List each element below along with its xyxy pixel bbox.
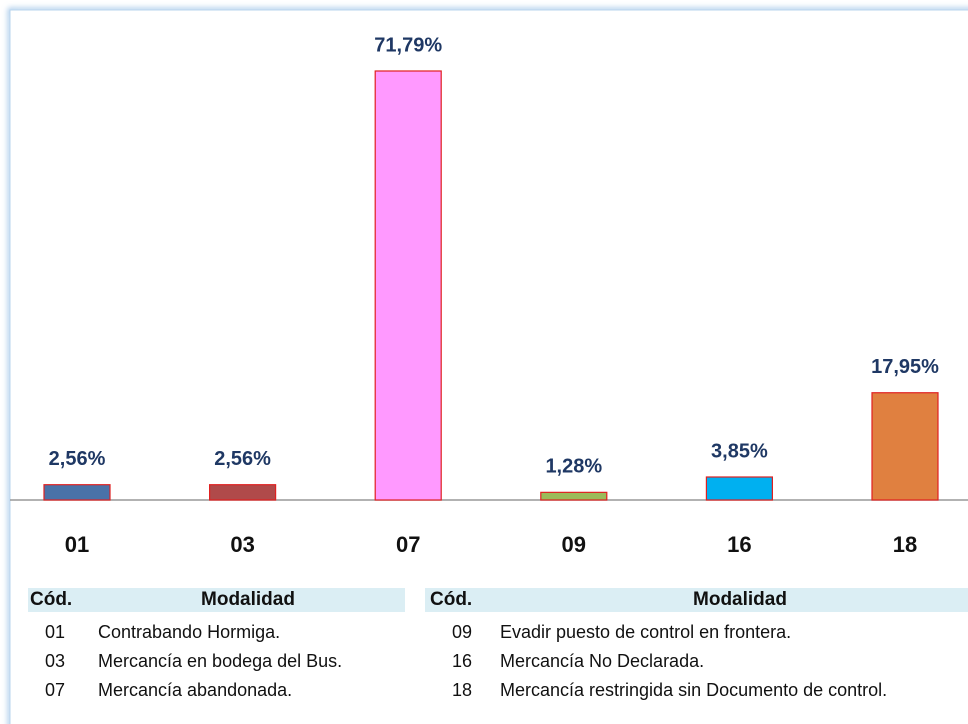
bar	[43, 484, 111, 501]
x-tick-label: 16	[727, 532, 751, 557]
data-label: 3,85%	[711, 440, 768, 462]
table-code: 16	[452, 651, 472, 671]
bar	[705, 476, 774, 501]
table-text: Mercancía No Declarada.	[500, 651, 704, 671]
bar	[209, 484, 277, 501]
table-header: Cód.	[30, 589, 72, 610]
x-tick-label: 18	[893, 532, 917, 557]
table-text: Mercancía abandonada.	[98, 680, 292, 700]
data-label: 2,56%	[214, 448, 271, 470]
table-header: Modalidad	[693, 589, 787, 610]
table-code: 09	[452, 622, 472, 642]
table-header: Cód.	[430, 589, 472, 610]
table-code: 07	[45, 680, 65, 700]
table-code: 18	[452, 680, 472, 700]
x-tick-label: 09	[562, 532, 586, 557]
x-tick-label: 03	[230, 532, 254, 557]
table-text: Contrabando Hormiga.	[98, 622, 280, 642]
x-tick-label: 01	[65, 532, 89, 557]
data-label: 17,95%	[871, 356, 939, 378]
data-label: 1,28%	[545, 456, 602, 478]
x-tick-label: 07	[396, 532, 420, 557]
table-header-bg	[28, 588, 405, 612]
frame	[9, 9, 968, 724]
table-code: 03	[45, 651, 65, 671]
bar	[540, 491, 608, 501]
table-text: Evadir puesto de control en frontera.	[500, 622, 791, 642]
table-header-bg	[425, 588, 968, 612]
table-header: Modalidad	[201, 589, 295, 610]
bar	[871, 392, 939, 501]
data-label: 2,56%	[49, 448, 106, 470]
bar	[374, 70, 442, 501]
table-code: 01	[45, 622, 65, 642]
data-label: 71,79%	[374, 34, 442, 56]
table-text: Mercancía en bodega del Bus.	[98, 651, 342, 671]
table-text: Mercancía restringida sin Documento de c…	[500, 680, 887, 700]
